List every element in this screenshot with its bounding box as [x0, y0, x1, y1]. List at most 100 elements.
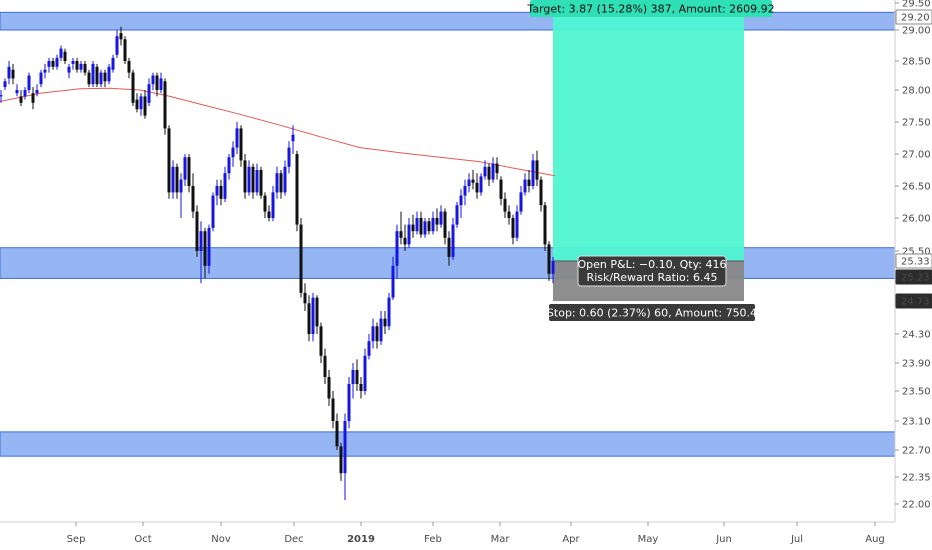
price-tick-label: 22.35	[902, 473, 931, 484]
price-zone	[0, 431, 896, 457]
price-tick-label: 27.00	[902, 150, 931, 161]
candle	[303, 283, 307, 311]
candle-body	[471, 179, 475, 183]
candle-body	[291, 134, 295, 142]
candle-body	[99, 72, 103, 85]
candle	[495, 157, 499, 180]
candle-body	[31, 93, 35, 103]
candlestick-series	[0, 26, 555, 501]
candle-body	[255, 170, 259, 193]
candle-body	[519, 192, 523, 212]
candle	[223, 166, 227, 202]
candle	[511, 214, 515, 245]
price-tick-label: 27.50	[902, 118, 931, 129]
candle	[351, 363, 355, 399]
candle-body	[347, 384, 351, 421]
candle	[499, 176, 503, 206]
candle-body	[515, 211, 519, 238]
candle	[135, 93, 139, 113]
price-tick-label: 26.00	[902, 214, 931, 225]
price-tick-label: 26.50	[902, 182, 931, 193]
candle	[55, 54, 59, 70]
candle-body	[243, 160, 247, 193]
candle	[523, 173, 527, 196]
candle-body	[135, 99, 139, 110]
candle	[459, 189, 463, 218]
candle	[3, 78, 7, 90]
candle	[79, 61, 83, 73]
candle	[283, 160, 287, 196]
price-tag-box	[895, 269, 932, 285]
candle	[447, 231, 451, 266]
candle	[435, 208, 439, 232]
price-axis[interactable]: 29.50 29.00 28.50 28.00 27.50 27.00 26.50 26.00…	[894, 0, 932, 522]
stop-label-box	[549, 304, 755, 321]
position-target-area[interactable]	[553, 17, 744, 261]
candle	[111, 54, 115, 73]
candle	[95, 63, 99, 88]
candle-body	[79, 63, 83, 70]
candle-body	[175, 166, 179, 193]
candle-body	[91, 63, 95, 85]
candle-body	[19, 96, 23, 103]
candle-body	[287, 147, 291, 167]
candle-body	[151, 75, 155, 85]
candle	[239, 125, 243, 167]
candle	[35, 84, 39, 97]
candle-body	[171, 166, 175, 193]
candle-body	[551, 261, 555, 274]
candle-body	[219, 186, 223, 199]
candle	[551, 256, 555, 284]
time-tick-label: Mar	[491, 534, 511, 545]
candle	[119, 26, 123, 46]
candle	[539, 176, 543, 212]
candle	[391, 256, 395, 301]
candle-body	[27, 75, 31, 90]
candle	[431, 211, 435, 235]
candle	[123, 36, 127, 64]
candle-body	[127, 61, 131, 73]
candle-body	[443, 211, 447, 238]
time-tick-label: May	[638, 534, 659, 545]
candle	[103, 69, 107, 88]
time-axis[interactable]: Sep Oct Nov Dec 2019 Feb Mar Apr May Jun Jul Aug	[0, 521, 895, 545]
candle-body	[263, 195, 267, 212]
candle-body	[375, 326, 379, 342]
candle	[395, 224, 399, 279]
candle	[403, 224, 407, 251]
candle-body	[455, 205, 459, 225]
candle-body	[23, 90, 27, 97]
candle-body	[383, 318, 387, 327]
candle-body	[143, 96, 147, 116]
candle-body	[295, 154, 299, 225]
candle	[171, 160, 175, 199]
candle-body	[367, 341, 371, 356]
candle-body	[159, 78, 163, 90]
candle	[87, 69, 91, 88]
target-zone-rect[interactable]	[553, 17, 744, 261]
candle-body	[67, 66, 71, 73]
candle	[195, 205, 199, 257]
candle	[547, 241, 551, 281]
candle	[247, 160, 251, 196]
candle	[363, 348, 367, 395]
candle-body	[499, 179, 503, 199]
candle	[39, 69, 43, 88]
price-tick-label: 22.70	[902, 446, 931, 457]
candle	[43, 63, 47, 79]
price-tick-label: 29.50	[902, 0, 931, 10]
candle-body	[3, 81, 7, 88]
price-tag-label: 29.20	[901, 13, 930, 24]
candle	[51, 57, 55, 70]
candle-body	[467, 179, 471, 186]
candle-body	[307, 303, 311, 334]
time-tick-label: Sep	[67, 534, 86, 545]
candle-body	[463, 186, 467, 196]
candle	[99, 69, 103, 88]
candle-body	[447, 237, 451, 257]
price-tick-label: 24.30	[902, 330, 931, 341]
candle-body	[431, 218, 435, 232]
candle-body	[187, 157, 191, 186]
candle-body	[119, 33, 123, 40]
